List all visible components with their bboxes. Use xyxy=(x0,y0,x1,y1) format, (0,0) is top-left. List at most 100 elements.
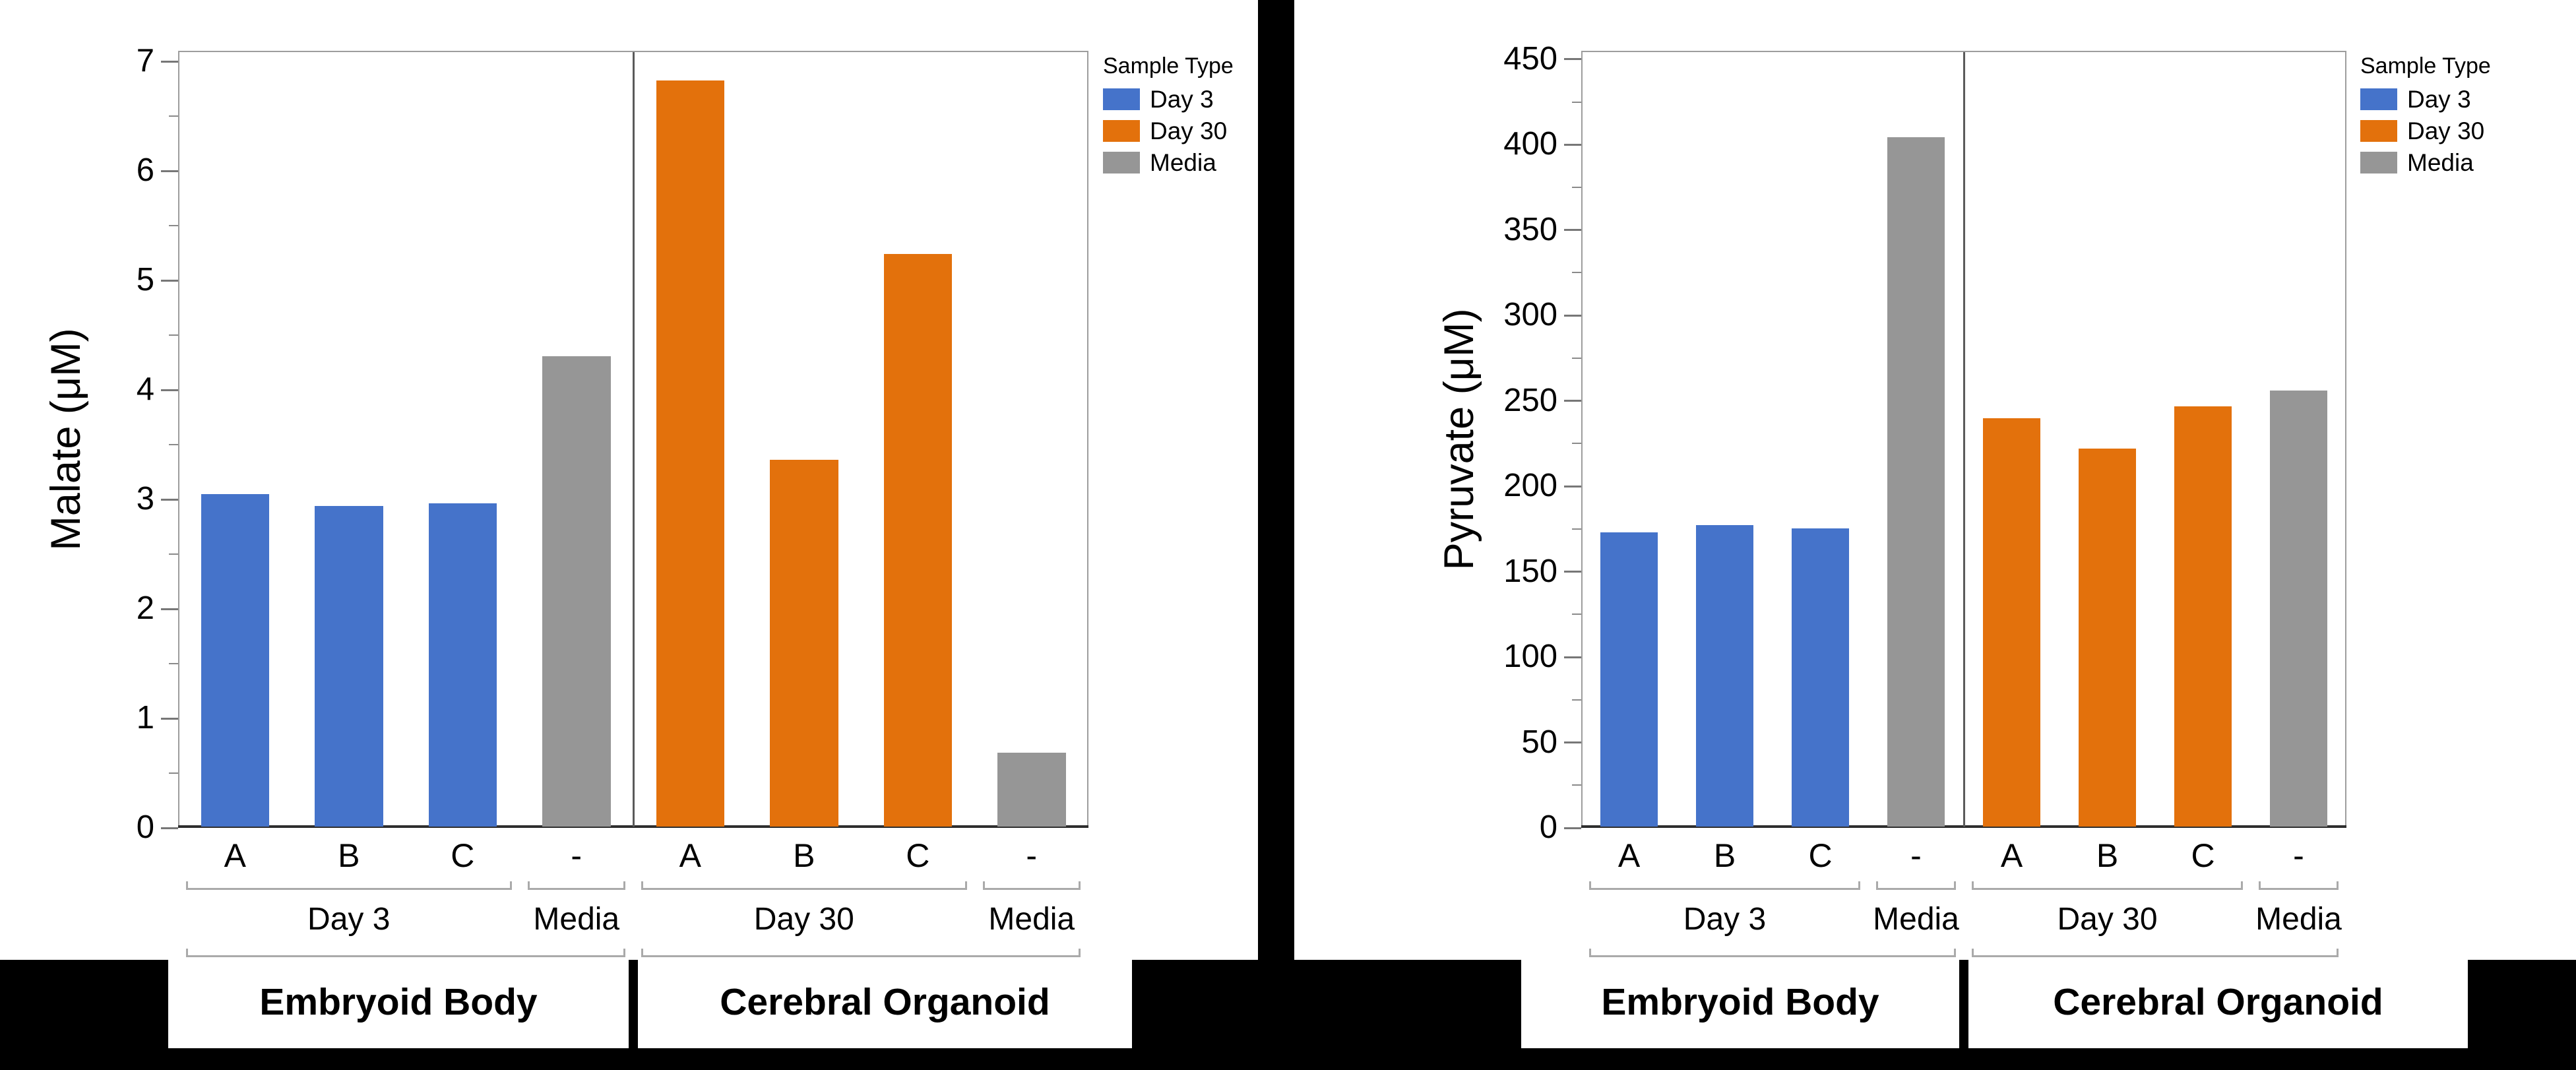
x-category-label: - xyxy=(1026,837,1038,874)
x-category-label: - xyxy=(571,837,582,874)
x-category-label: B xyxy=(338,837,360,874)
supergroup-label-cerebral-organoid: Cerebral Organoid xyxy=(2053,981,2383,1023)
bar-day3-C xyxy=(1792,528,1849,827)
group-bracket xyxy=(1972,881,2243,890)
bar-day3-B xyxy=(1696,525,1753,827)
band-divider xyxy=(1959,960,1968,1048)
legend-item-label: Day 3 xyxy=(1150,86,1214,113)
y-minor-tick xyxy=(169,553,178,555)
y-minor-tick xyxy=(169,225,178,227)
x-category-label: C xyxy=(1808,837,1833,874)
x-category-label: B xyxy=(1713,837,1736,874)
y-tick-label: 450 xyxy=(1503,40,1557,77)
y-minor-tick xyxy=(169,772,178,774)
group-bracket xyxy=(527,881,625,890)
y-tick-label: 0 xyxy=(136,809,154,845)
y-major-tick xyxy=(1564,741,1581,744)
y-major-tick xyxy=(1564,400,1581,402)
legend-swatch-media xyxy=(1103,152,1140,173)
y-tick-label: 100 xyxy=(1503,639,1557,675)
legend-title: Sample Type xyxy=(2360,53,2491,79)
bar-day30-B xyxy=(770,460,838,827)
x-axis-line xyxy=(1581,825,2346,828)
bar-day3-C xyxy=(428,503,497,827)
y-major-tick xyxy=(161,827,178,829)
legend: Sample Type Day 3 Day 30 Media xyxy=(2360,53,2491,175)
bar-day3-A xyxy=(1600,532,1658,827)
x-category-label: A xyxy=(679,837,701,874)
group-label: Media xyxy=(1873,902,1959,937)
group-label: Media xyxy=(533,902,620,937)
bar-day3-B xyxy=(315,505,383,827)
y-tick-label: 350 xyxy=(1503,211,1557,247)
y-tick-label: 200 xyxy=(1503,468,1557,504)
legend-swatch-day30 xyxy=(2360,120,2397,142)
y-major-tick xyxy=(161,60,178,63)
y-axis-title: Pyruvate (μM) xyxy=(1436,308,1482,571)
y-minor-tick xyxy=(169,663,178,665)
y-tick-label: 5 xyxy=(136,262,154,298)
supergroup-label-embryoid-body: Embryoid Body xyxy=(1601,981,1879,1023)
supergroup-bracket xyxy=(186,949,625,957)
legend-item: Day 3 xyxy=(2360,87,2491,111)
plot-group-divider xyxy=(1963,52,1965,827)
y-tick-label: 300 xyxy=(1503,297,1557,333)
y-tick-label: 1 xyxy=(136,700,154,736)
y-minor-tick xyxy=(169,444,178,446)
legend-item-label: Media xyxy=(1150,149,1216,176)
supergroup-label-cerebral-organoid: Cerebral Organoid xyxy=(720,981,1050,1023)
supergroup-bracket xyxy=(1972,949,2339,957)
legend-swatch-day3 xyxy=(2360,88,2397,110)
pyruvate-chart-panel: Pyruvate (μM) Sample Type Day 3 Day 30 Med… xyxy=(1294,0,2576,960)
group-label: Day 30 xyxy=(753,902,854,937)
legend-swatch-day3 xyxy=(1103,88,1140,110)
y-tick-label: 2 xyxy=(136,590,154,627)
group-bracket xyxy=(982,881,1081,890)
y-major-tick xyxy=(1564,827,1581,829)
legend-item: Day 3 xyxy=(1103,87,1234,111)
legend-item-label: Day 30 xyxy=(2407,117,2485,144)
y-major-tick xyxy=(161,498,178,501)
y-major-tick xyxy=(1564,58,1581,61)
x-category-label: A xyxy=(224,837,246,874)
y-minor-tick xyxy=(169,334,178,336)
group-label: Day 3 xyxy=(307,902,391,937)
plot-area xyxy=(1581,51,2346,828)
bar-day30-C xyxy=(883,253,952,827)
bar-day30-A xyxy=(1983,418,2040,827)
group-label: Media xyxy=(2255,902,2342,937)
legend-items: Day 3 Day 30 Media xyxy=(1103,87,1234,175)
bar-day30-A xyxy=(656,80,724,827)
legend-item-label: Day 3 xyxy=(2407,86,2471,113)
x-category-label: - xyxy=(1910,837,1922,874)
supergroup-label-embryoid-body: Embryoid Body xyxy=(259,981,538,1023)
bar-media-- xyxy=(1887,137,1945,827)
y-major-tick xyxy=(1564,314,1581,317)
x-category-label: A xyxy=(2000,837,2023,874)
y-minor-tick xyxy=(1572,272,1581,274)
y-major-tick xyxy=(1564,229,1581,232)
y-tick-label: 6 xyxy=(136,152,154,189)
y-minor-tick xyxy=(1572,614,1581,615)
y-tick-label: 250 xyxy=(1503,382,1557,418)
legend-swatch-day30 xyxy=(1103,120,1140,142)
supergroup-bracket xyxy=(641,949,1081,957)
group-bracket xyxy=(1876,881,1956,890)
legend-title: Sample Type xyxy=(1103,53,1234,79)
x-category-label: B xyxy=(793,837,815,874)
bar-media-- xyxy=(2270,391,2327,827)
bar-day30-B xyxy=(2079,449,2136,827)
y-tick-label: 7 xyxy=(136,43,154,79)
legend-items: Day 3 Day 30 Media xyxy=(2360,87,2491,175)
bar-media-- xyxy=(997,752,1066,827)
y-major-tick xyxy=(1564,485,1581,488)
bar-day30-C xyxy=(2174,406,2232,827)
y-major-tick xyxy=(1564,571,1581,573)
bar-media-- xyxy=(542,356,611,827)
group-band-malate: Embryoid Body Cerebral Organoid xyxy=(168,960,1132,1048)
y-major-tick xyxy=(161,170,178,172)
x-category-label: C xyxy=(451,837,475,874)
plot-area xyxy=(178,51,1088,828)
y-minor-tick xyxy=(1572,699,1581,701)
